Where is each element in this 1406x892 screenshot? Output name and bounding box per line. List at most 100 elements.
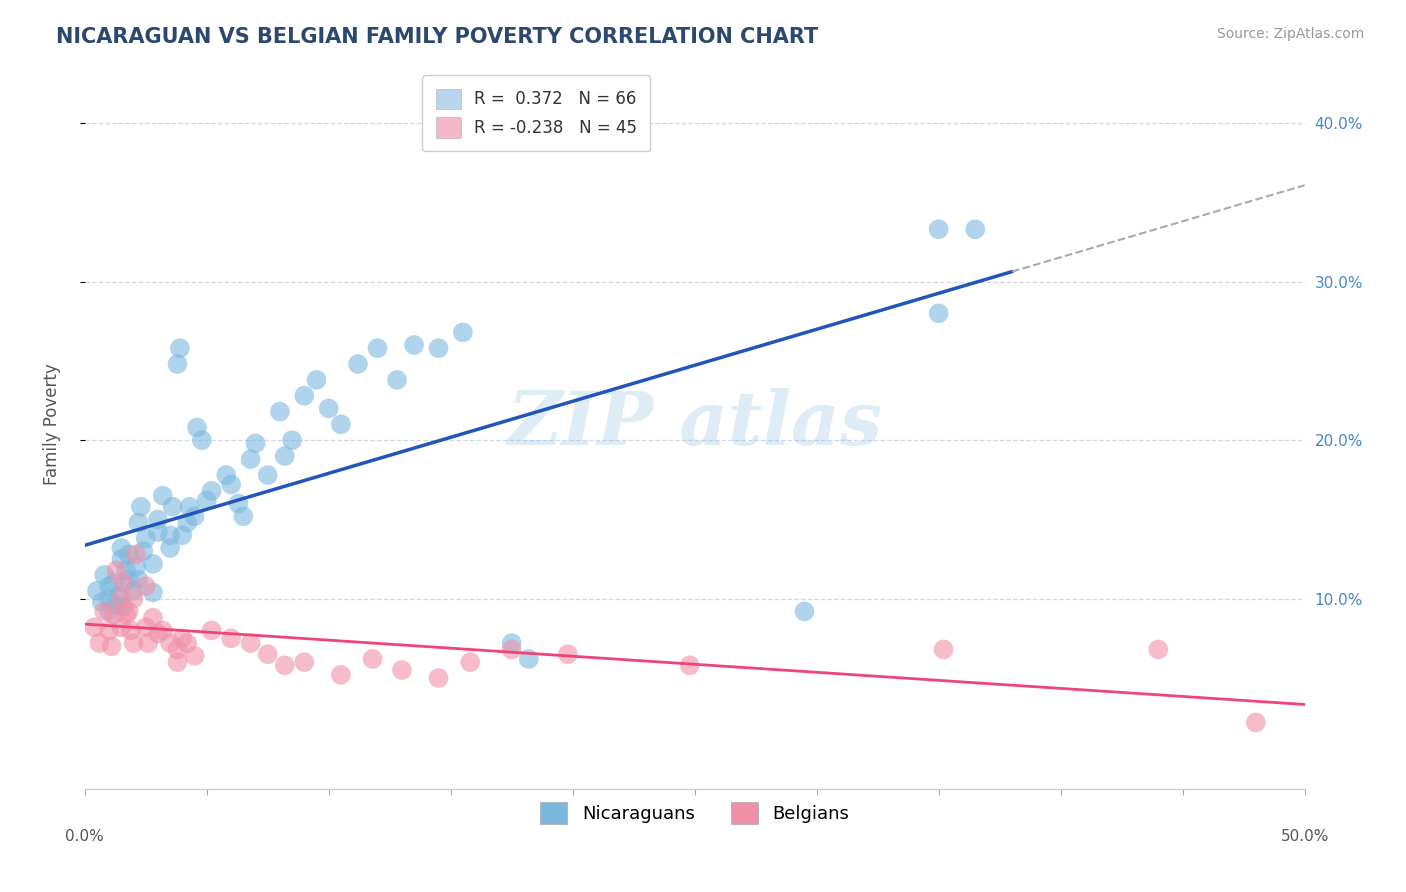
Point bbox=[245, 436, 267, 450]
Point bbox=[159, 541, 181, 555]
Point bbox=[135, 532, 157, 546]
Point bbox=[928, 222, 950, 236]
Point bbox=[98, 604, 121, 618]
Y-axis label: Family Poverty: Family Poverty bbox=[44, 363, 60, 485]
Point bbox=[228, 497, 250, 511]
Point bbox=[103, 607, 125, 622]
Point bbox=[292, 389, 315, 403]
Text: 50.0%: 50.0% bbox=[1281, 829, 1329, 844]
Point bbox=[162, 500, 184, 514]
Point bbox=[110, 552, 132, 566]
Point bbox=[93, 568, 115, 582]
Point bbox=[329, 417, 352, 432]
Point bbox=[120, 624, 142, 638]
Point bbox=[152, 489, 174, 503]
Point bbox=[172, 632, 194, 646]
Text: 0.0%: 0.0% bbox=[65, 829, 104, 844]
Point bbox=[117, 604, 139, 618]
Point bbox=[146, 512, 169, 526]
Point bbox=[83, 620, 105, 634]
Point bbox=[179, 500, 201, 514]
Point bbox=[108, 589, 131, 603]
Point bbox=[142, 611, 165, 625]
Point bbox=[928, 306, 950, 320]
Text: NICARAGUAN VS BELGIAN FAMILY POVERTY CORRELATION CHART: NICARAGUAN VS BELGIAN FAMILY POVERTY COR… bbox=[56, 27, 818, 46]
Point bbox=[100, 640, 122, 654]
Point bbox=[318, 401, 340, 416]
Point bbox=[132, 544, 155, 558]
Text: Source: ZipAtlas.com: Source: ZipAtlas.com bbox=[1216, 27, 1364, 41]
Point bbox=[105, 598, 128, 612]
Point bbox=[127, 573, 149, 587]
Point bbox=[1244, 715, 1267, 730]
Point bbox=[183, 648, 205, 663]
Point bbox=[232, 509, 254, 524]
Point bbox=[183, 509, 205, 524]
Point bbox=[269, 404, 291, 418]
Point bbox=[125, 560, 148, 574]
Point bbox=[125, 547, 148, 561]
Point bbox=[793, 604, 815, 618]
Point bbox=[122, 583, 145, 598]
Point bbox=[129, 500, 152, 514]
Point bbox=[166, 357, 188, 371]
Point bbox=[201, 624, 224, 638]
Point bbox=[458, 655, 481, 669]
Point bbox=[215, 468, 238, 483]
Point bbox=[117, 573, 139, 587]
Point bbox=[347, 357, 370, 371]
Point bbox=[427, 671, 450, 685]
Point bbox=[98, 579, 121, 593]
Point bbox=[679, 658, 702, 673]
Point bbox=[239, 636, 262, 650]
Point bbox=[219, 477, 242, 491]
Point bbox=[281, 433, 304, 447]
Point bbox=[391, 663, 413, 677]
Point bbox=[404, 338, 426, 352]
Point bbox=[135, 579, 157, 593]
Point bbox=[932, 642, 955, 657]
Point bbox=[98, 591, 121, 606]
Point bbox=[176, 516, 198, 530]
Point bbox=[93, 604, 115, 618]
Point bbox=[501, 636, 523, 650]
Point bbox=[89, 636, 111, 650]
Point bbox=[219, 632, 242, 646]
Point bbox=[1147, 642, 1170, 657]
Text: ZIP atlas: ZIP atlas bbox=[508, 388, 882, 460]
Point bbox=[256, 468, 278, 483]
Point bbox=[103, 575, 125, 590]
Point bbox=[86, 583, 108, 598]
Point bbox=[557, 647, 579, 661]
Point bbox=[256, 647, 278, 661]
Point bbox=[142, 585, 165, 599]
Point bbox=[176, 636, 198, 650]
Point bbox=[112, 599, 135, 614]
Point bbox=[105, 563, 128, 577]
Point bbox=[274, 658, 297, 673]
Point bbox=[122, 636, 145, 650]
Point bbox=[166, 655, 188, 669]
Point bbox=[110, 620, 132, 634]
Point bbox=[122, 591, 145, 606]
Point bbox=[517, 652, 540, 666]
Point bbox=[367, 341, 389, 355]
Point bbox=[115, 607, 138, 622]
Point bbox=[159, 528, 181, 542]
Point bbox=[191, 433, 214, 447]
Point bbox=[146, 525, 169, 540]
Point bbox=[451, 326, 474, 340]
Point bbox=[427, 341, 450, 355]
Point bbox=[292, 655, 315, 669]
Point bbox=[169, 341, 191, 355]
Point bbox=[361, 652, 384, 666]
Point bbox=[112, 575, 135, 590]
Point bbox=[152, 624, 174, 638]
Point bbox=[385, 373, 408, 387]
Point bbox=[90, 595, 112, 609]
Point bbox=[142, 557, 165, 571]
Point bbox=[305, 373, 328, 387]
Point bbox=[329, 668, 352, 682]
Point bbox=[501, 642, 523, 657]
Point bbox=[195, 493, 218, 508]
